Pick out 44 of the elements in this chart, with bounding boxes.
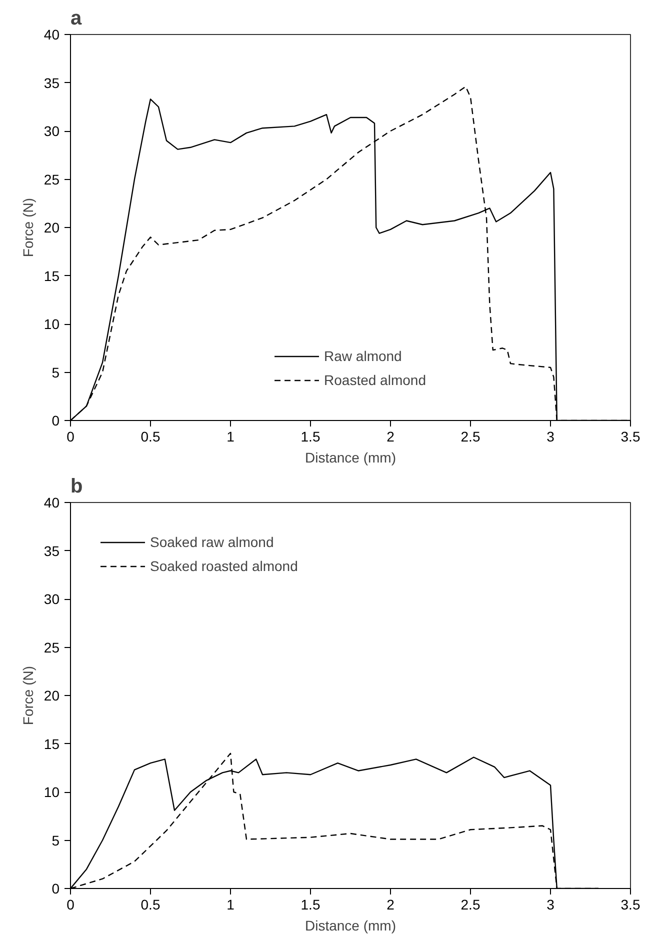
x-tick-label: 1 [226, 896, 235, 912]
y-tick-label: 25 [44, 171, 60, 188]
x-tick-label: 2.5 [460, 428, 480, 444]
y-tick-label: 15 [44, 736, 60, 752]
y-tick-label: 10 [44, 316, 60, 332]
y-tick-label: 20 [44, 220, 60, 236]
y-tick-label: 5 [52, 364, 60, 380]
x-tick-label: 0.5 [140, 896, 160, 912]
y-tick-label: 40 [44, 26, 60, 42]
x-tick-label: 3 [546, 428, 555, 444]
y-tick-label: 20 [44, 688, 60, 704]
x-tick-label: 1.5 [300, 896, 320, 912]
x-tick-label: 1.5 [300, 428, 320, 444]
x-tick-label: 2.5 [460, 896, 480, 912]
y-tick-label: 40 [44, 494, 60, 510]
x-tick-label: 0 [66, 428, 75, 444]
y-tick-label: 10 [44, 784, 60, 800]
x-tick-label: 0 [66, 896, 75, 912]
x-tick-label: 1 [226, 428, 235, 444]
y-tick-label: 0 [52, 880, 60, 896]
y-tick-label: 0 [52, 412, 60, 428]
x-tick-label: 2 [386, 896, 395, 912]
legend-label: Raw almond [324, 348, 402, 364]
y-axis-title: Force (N) [20, 666, 36, 726]
y-tick-label: 30 [44, 591, 60, 607]
x-tick-label: 3.5 [620, 896, 640, 912]
x-tick-label: 2 [386, 428, 395, 444]
x-tick-label: 3.5 [620, 428, 640, 444]
legend-label: Soaked raw almond [150, 534, 274, 550]
y-tick-label: 35 [44, 74, 60, 91]
legend-label: Roasted almond [324, 372, 426, 388]
y-tick-label: 30 [44, 123, 60, 139]
y-axis-title: Force (N) [20, 198, 36, 258]
legend-label: Soaked roasted almond [150, 558, 298, 574]
chart-title: b [70, 476, 83, 498]
y-tick-label: 35 [44, 542, 60, 559]
y-tick-label: 15 [44, 268, 60, 284]
x-axis-title: Distance (mm) [304, 450, 396, 466]
x-axis-title: Distance (mm) [304, 918, 396, 934]
y-tick-label: 25 [44, 639, 60, 656]
chart-title: a [70, 8, 82, 30]
x-tick-label: 0.5 [140, 428, 160, 444]
y-tick-label: 5 [52, 832, 60, 848]
x-tick-label: 3 [546, 896, 555, 912]
